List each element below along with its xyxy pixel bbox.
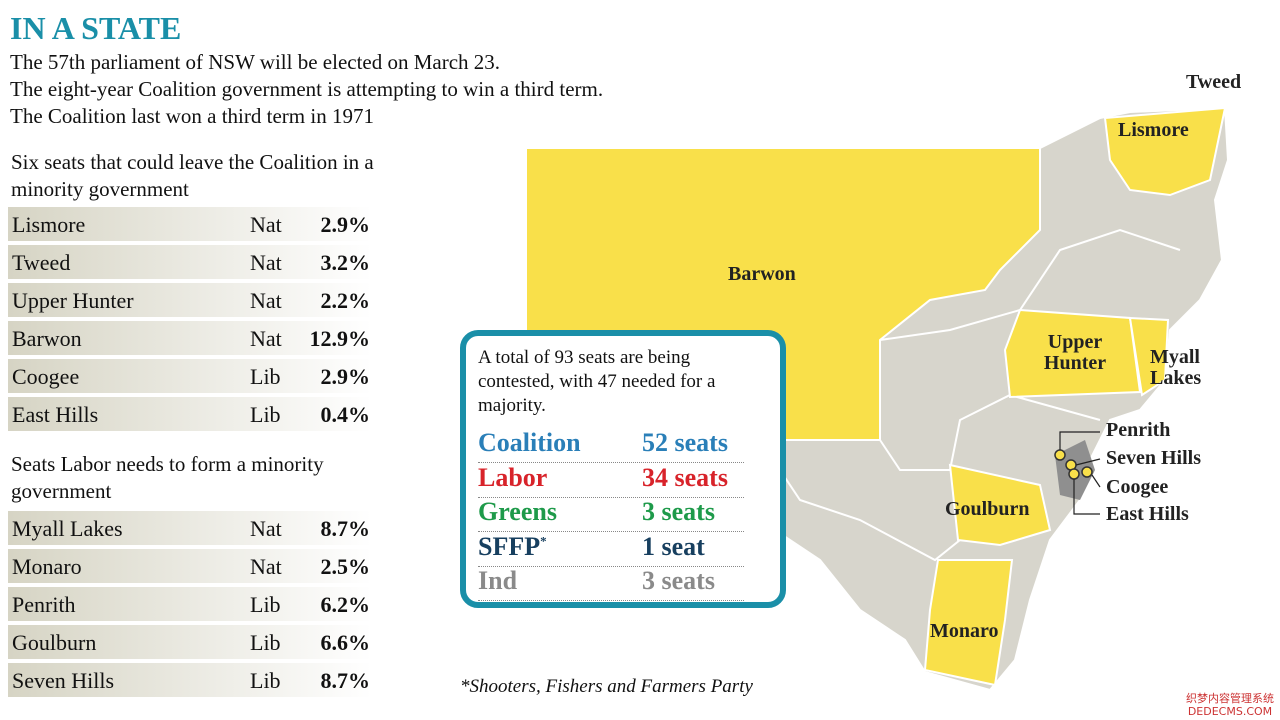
seat-party: Nat — [250, 288, 282, 313]
map-label: Myall Lakes — [1150, 346, 1202, 389]
watermark: 织梦内容管理系统 DEDECMS.COM — [1186, 692, 1274, 718]
party-seats: 34 seats — [642, 462, 728, 492]
seat-margin: 6.6% — [320, 630, 371, 655]
seat-party: Lib — [250, 668, 281, 693]
party-row: Ind 3 seats — [478, 566, 744, 601]
map-label: Tweed — [1186, 71, 1242, 93]
map-label: Coogee — [1106, 476, 1169, 498]
intro-line: The 57th parliament of NSW will be elect… — [10, 50, 501, 74]
seat-row: Lismore Nat 2.9% — [8, 207, 372, 241]
party-row: Greens 3 seats — [478, 497, 744, 532]
seat-name: East Hills — [12, 402, 99, 427]
seat-name: Tweed — [12, 250, 71, 275]
party-row: Coalition 52 seats — [478, 428, 744, 463]
seat-summary-box: A total of 93 seats are being contested,… — [460, 330, 786, 608]
seat-margin: 2.9% — [320, 364, 371, 389]
seat-name: Myall Lakes — [12, 516, 123, 541]
seat-myall-lakes — [1128, 316, 1170, 397]
summary-intro: A total of 93 seats are being contested,… — [478, 347, 716, 416]
title: IN A STATE — [10, 10, 182, 46]
seat-row: Goulburn Lib 6.6% — [8, 625, 372, 659]
seat-party: Nat — [250, 326, 282, 351]
seat-party: Lib — [250, 592, 281, 617]
seat-row: East Hills Lib 0.4% — [8, 397, 372, 431]
seat-party: Nat — [250, 212, 282, 237]
watermark-line: 织梦内容管理系统 — [1186, 692, 1274, 705]
seat-margin: 12.9% — [309, 326, 371, 351]
map-label: Goulburn — [945, 498, 1030, 520]
party-name: Coalition — [478, 428, 581, 457]
seat-upper-hunter — [1003, 308, 1142, 399]
seat-monaro — [923, 559, 1014, 687]
party-seats: 1 seat — [642, 531, 705, 561]
seat-name: Coogee — [12, 364, 80, 389]
seat-dots — [1054, 449, 1093, 480]
seat-name: Lismore — [12, 212, 86, 237]
seat-row: Coogee Lib 2.9% — [8, 359, 372, 393]
footnote: *Shooters, Fishers and Farmers Party — [460, 676, 753, 697]
seat-margin: 2.9% — [320, 212, 371, 237]
intro-line: The Coalition last won a third term in 1… — [10, 104, 374, 128]
map-label: Upper Hunter — [1043, 331, 1107, 374]
seat-row: Tweed Nat 3.2% — [8, 245, 372, 279]
region-borders — [759, 439, 961, 562]
party-seats: 52 seats — [642, 428, 728, 457]
seat-margin: 0.4% — [320, 402, 371, 427]
seat-party: Lib — [250, 630, 281, 655]
seat-party: Nat — [250, 516, 282, 541]
map-label: Lismore — [1118, 119, 1189, 141]
seat-name: Seven Hills — [12, 668, 115, 693]
party-note-mark: * — [540, 532, 547, 548]
seat-margin: 8.7% — [320, 516, 371, 541]
region-borders — [879, 228, 1181, 341]
map-label: Seven Hills — [1106, 447, 1202, 469]
seat-name: Barwon — [12, 326, 82, 351]
seat-margin: 3.2% — [320, 250, 371, 275]
seat-row: Barwon Nat 12.9% — [8, 321, 372, 355]
seat-row: Seven Hills Lib 8.7% — [8, 663, 372, 697]
seat-party: Nat — [250, 250, 282, 275]
region-borders — [879, 393, 1101, 471]
party-row: SFFP* 1 seat — [478, 532, 744, 567]
party-name: Greens — [478, 497, 557, 526]
seat-row: Penrith Lib 6.2% — [8, 587, 372, 621]
map-label: Penrith — [1106, 419, 1171, 441]
seat-row: Monaro Nat 2.5% — [8, 549, 372, 583]
seat-margin: 6.2% — [320, 592, 371, 617]
seat-row: Upper Hunter Nat 2.2% — [8, 283, 372, 317]
seat-row: Myall Lakes Nat 8.7% — [8, 511, 372, 545]
seat-name: Monaro — [12, 554, 82, 579]
seat-lismore — [1103, 106, 1227, 197]
seat-margin: 2.2% — [320, 288, 371, 313]
map-label: Barwon — [728, 263, 796, 285]
map-label: Monaro — [930, 620, 999, 642]
party-row: Labor 34 seats — [478, 463, 744, 498]
party-seats: 3 seats — [642, 566, 715, 595]
seat-margin: 8.7% — [320, 668, 371, 693]
table-heading: Seats Labor needs to form a minority gov… — [11, 452, 324, 503]
party-seats: 3 seats — [642, 497, 715, 526]
party-name: Labor — [478, 462, 548, 492]
seat-goulburn — [948, 463, 1052, 547]
seat-name: Goulburn — [12, 630, 97, 655]
seat-party: Lib — [250, 402, 281, 427]
seat-margin: 2.5% — [320, 554, 371, 579]
seat-name: Penrith — [12, 592, 76, 617]
intro-line: The eight-year Coalition government is a… — [10, 77, 604, 101]
watermark-line: DEDECMS.COM — [1187, 705, 1273, 718]
seat-party: Nat — [250, 554, 282, 579]
leader-lines — [1059, 431, 1101, 515]
seat-party: Lib — [250, 364, 281, 389]
party-name: SFFP* — [478, 531, 547, 561]
party-name: Ind — [478, 566, 518, 595]
table-heading: Six seats that could leave the Coalition… — [11, 150, 374, 201]
map-label: East Hills — [1106, 503, 1189, 525]
seat-name: Upper Hunter — [12, 288, 134, 313]
